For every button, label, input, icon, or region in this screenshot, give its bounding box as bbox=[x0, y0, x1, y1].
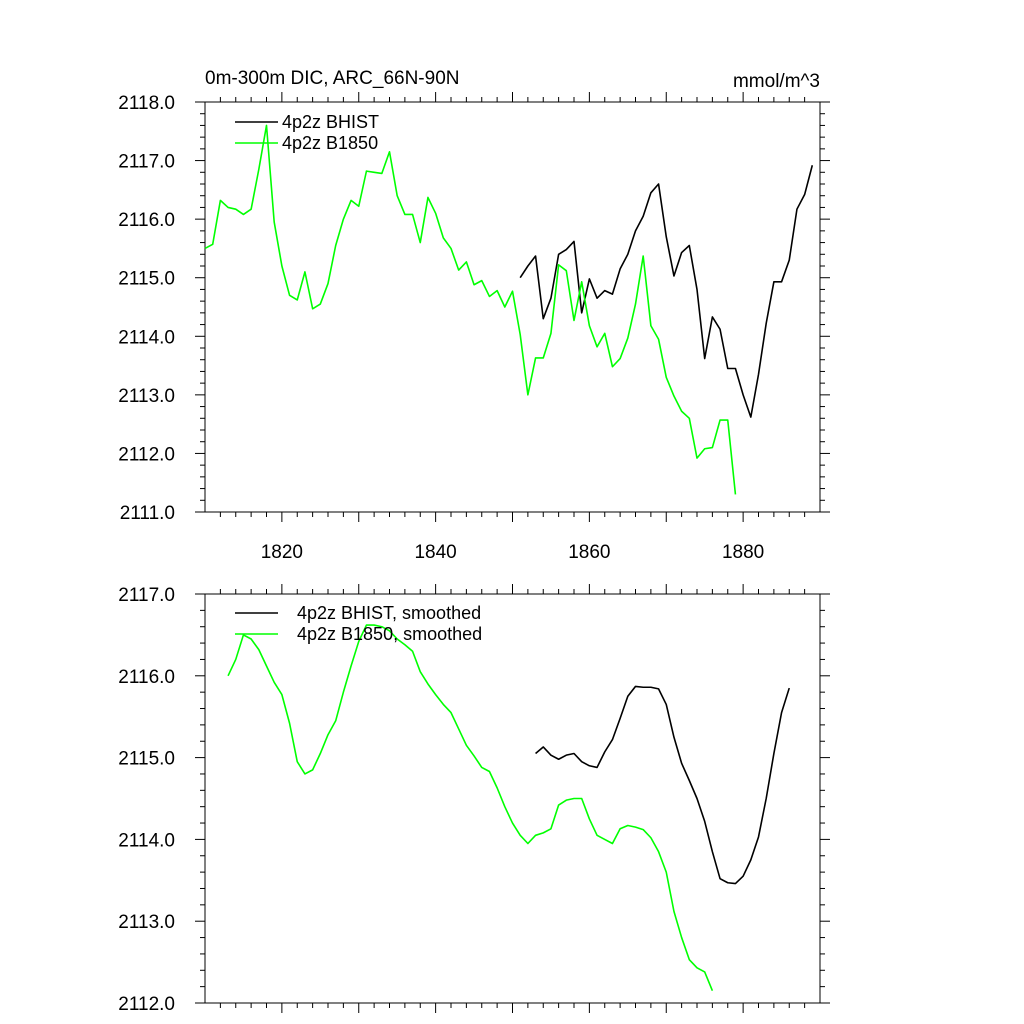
x-tick-label: 1860 bbox=[568, 542, 610, 563]
y-tick-label: 2113.0 bbox=[118, 386, 175, 407]
x-tick-label: 1840 bbox=[414, 542, 456, 563]
y-tick-label: 2116.0 bbox=[118, 210, 175, 231]
series-line-2 bbox=[227, 624, 714, 992]
legend-label: 4p2z B1850, smoothed bbox=[297, 624, 482, 644]
series-line-1 bbox=[519, 165, 814, 418]
series-line-2 bbox=[204, 124, 737, 495]
y-tick-label: 2114.0 bbox=[118, 830, 175, 851]
y-tick-label: 2115.0 bbox=[118, 749, 175, 770]
plot-frame bbox=[204, 593, 821, 1004]
plot-frame bbox=[204, 101, 821, 513]
x-tick-label: 1880 bbox=[722, 542, 764, 563]
panel-2: 2112.0 2113.0 2114.0 2115.0 2116.0 2117.0 4p2z… bbox=[118, 584, 830, 1015]
legend-label: 4p2z B1850 bbox=[282, 133, 378, 153]
y-tick-label: 2116.0 bbox=[118, 667, 175, 688]
x-tick-label: 1820 bbox=[261, 542, 303, 563]
legend-label: 4p2z BHIST, smoothed bbox=[297, 603, 481, 623]
units-label: mmol/m^3 bbox=[733, 71, 820, 92]
y-tick-label: 2117.0 bbox=[118, 585, 175, 606]
y-tick-label: 2118.0 bbox=[118, 93, 175, 114]
y-tick-label: 2113.0 bbox=[118, 912, 175, 933]
y-tick-label: 2112.0 bbox=[118, 994, 175, 1015]
y-tick-label: 2112.0 bbox=[118, 444, 175, 465]
y-tick-label: 2111.0 bbox=[120, 503, 175, 524]
series-line-1 bbox=[535, 685, 791, 885]
y-tick-label: 2115.0 bbox=[118, 269, 175, 290]
legend-label: 4p2z BHIST bbox=[282, 112, 379, 132]
panel-1: 1820 1840 1860 1880 2111.0 2112.0 2113.0 2114.0… bbox=[118, 68, 830, 563]
y-tick-label: 2114.0 bbox=[118, 327, 175, 348]
y-tick-label: 2117.0 bbox=[118, 152, 175, 173]
chart-title: 0m-300m DIC, ARC_66N-90N bbox=[205, 68, 459, 89]
